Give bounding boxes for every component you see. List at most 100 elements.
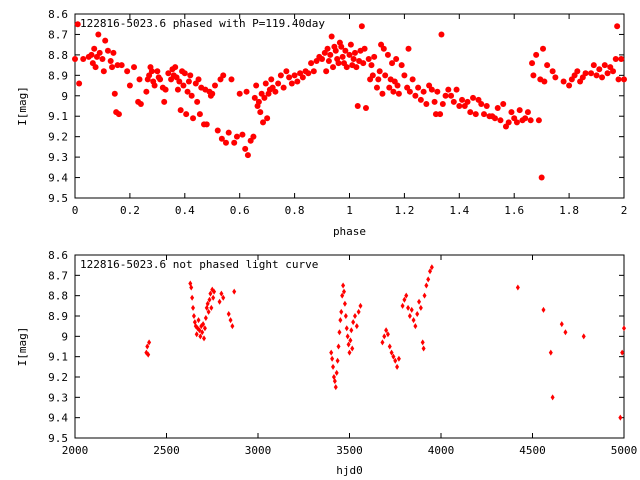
data-point <box>384 327 389 334</box>
data-point <box>420 88 427 95</box>
x-tick-label: 1.8 <box>559 204 579 217</box>
data-point <box>382 333 387 340</box>
data-point <box>415 84 422 91</box>
data-point <box>516 107 523 114</box>
data-point <box>402 296 407 303</box>
data-point <box>431 98 438 105</box>
y-tick-label: 9.2 <box>48 131 68 144</box>
data-point <box>426 276 431 283</box>
data-point <box>524 109 531 116</box>
data-point <box>346 51 353 58</box>
data-point <box>341 282 346 289</box>
data-point <box>250 133 257 140</box>
data-point <box>191 313 196 319</box>
data-point <box>379 90 386 97</box>
data-point <box>334 369 339 376</box>
x-tick-labels: 2000 2500 3000 3500 4000 4500 5000 <box>62 444 638 457</box>
data-point <box>371 53 378 60</box>
unphased-light-curve-panel: 2000 2500 3000 3500 4000 4500 5000 8.68.78.88.… <box>16 249 637 477</box>
data-point <box>601 62 608 69</box>
data-point <box>80 55 87 62</box>
data-point <box>459 96 466 103</box>
data-point <box>391 353 396 360</box>
data-point <box>614 23 621 30</box>
data-point <box>346 341 351 348</box>
data-point <box>200 329 205 336</box>
data-point <box>358 302 363 309</box>
data-point <box>151 82 158 89</box>
data-point <box>184 88 191 95</box>
data-point <box>420 339 425 346</box>
phased-light-curve-panel: 0 0.2 0.4 0.6 0.8 1 1.2 1.4 1.6 1.8 2 8.6 8.7 8.8 8.9… <box>16 8 627 238</box>
data-point <box>219 290 224 297</box>
data-point <box>527 117 534 124</box>
data-point <box>373 84 380 91</box>
data-point <box>361 45 368 52</box>
data-point <box>351 49 358 56</box>
data-point <box>221 294 226 301</box>
data-point <box>339 53 346 60</box>
x-tick-label: 4000 <box>428 444 455 457</box>
data-point <box>225 129 232 136</box>
data-point <box>345 333 350 340</box>
data-point <box>232 288 237 295</box>
data-point <box>202 335 207 342</box>
data-point <box>432 111 439 118</box>
data-point <box>328 33 335 40</box>
data-point <box>406 88 413 95</box>
data-point <box>515 284 520 291</box>
data-point <box>349 327 354 334</box>
data-point <box>337 329 342 336</box>
data-point <box>319 55 326 62</box>
data-point <box>211 82 218 89</box>
data-point <box>464 98 471 105</box>
data-point <box>588 70 595 77</box>
x-tick-label: 0.2 <box>120 204 140 217</box>
data-point <box>395 363 400 370</box>
data-point <box>380 339 385 346</box>
data-point <box>243 88 250 95</box>
data-point <box>206 308 211 315</box>
data-point <box>389 60 396 67</box>
data-point <box>533 51 540 58</box>
data-point <box>393 55 400 62</box>
data-point <box>143 88 150 95</box>
y-tick-label: 9.4 <box>48 412 68 425</box>
data-point <box>185 78 192 85</box>
data-point <box>92 64 99 71</box>
data-point <box>181 70 188 77</box>
x-tick-label: 2500 <box>153 444 180 457</box>
data-point <box>540 45 547 52</box>
data-point <box>529 60 536 67</box>
x-tick-label: 0.6 <box>230 204 250 217</box>
data-point <box>472 111 479 118</box>
x-tick-label: 0 <box>72 204 79 217</box>
data-point <box>413 323 418 330</box>
data-point <box>394 82 401 89</box>
data-point <box>612 55 619 62</box>
data-point <box>342 300 347 307</box>
data-point <box>308 60 315 67</box>
x-tick-label: 4500 <box>519 444 546 457</box>
x-tick-label: 1.2 <box>394 204 414 217</box>
data-point <box>95 31 102 38</box>
data-point <box>559 321 564 328</box>
data-point <box>417 96 424 103</box>
data-point <box>335 60 342 67</box>
data-point <box>450 98 457 105</box>
data-point <box>230 323 235 330</box>
data-point <box>283 68 290 75</box>
data-point <box>538 174 545 181</box>
data-point <box>107 58 114 65</box>
data-point <box>99 55 106 62</box>
data-point <box>220 72 227 79</box>
data-point <box>251 94 258 101</box>
y-tick-label: 9.5 <box>48 192 68 205</box>
data-point <box>599 74 606 81</box>
data-point <box>453 86 460 93</box>
data-point <box>217 298 222 305</box>
data-point <box>386 84 393 91</box>
data-point <box>255 98 262 105</box>
y-tick-label: 9.3 <box>48 391 68 404</box>
data-point <box>343 313 348 319</box>
